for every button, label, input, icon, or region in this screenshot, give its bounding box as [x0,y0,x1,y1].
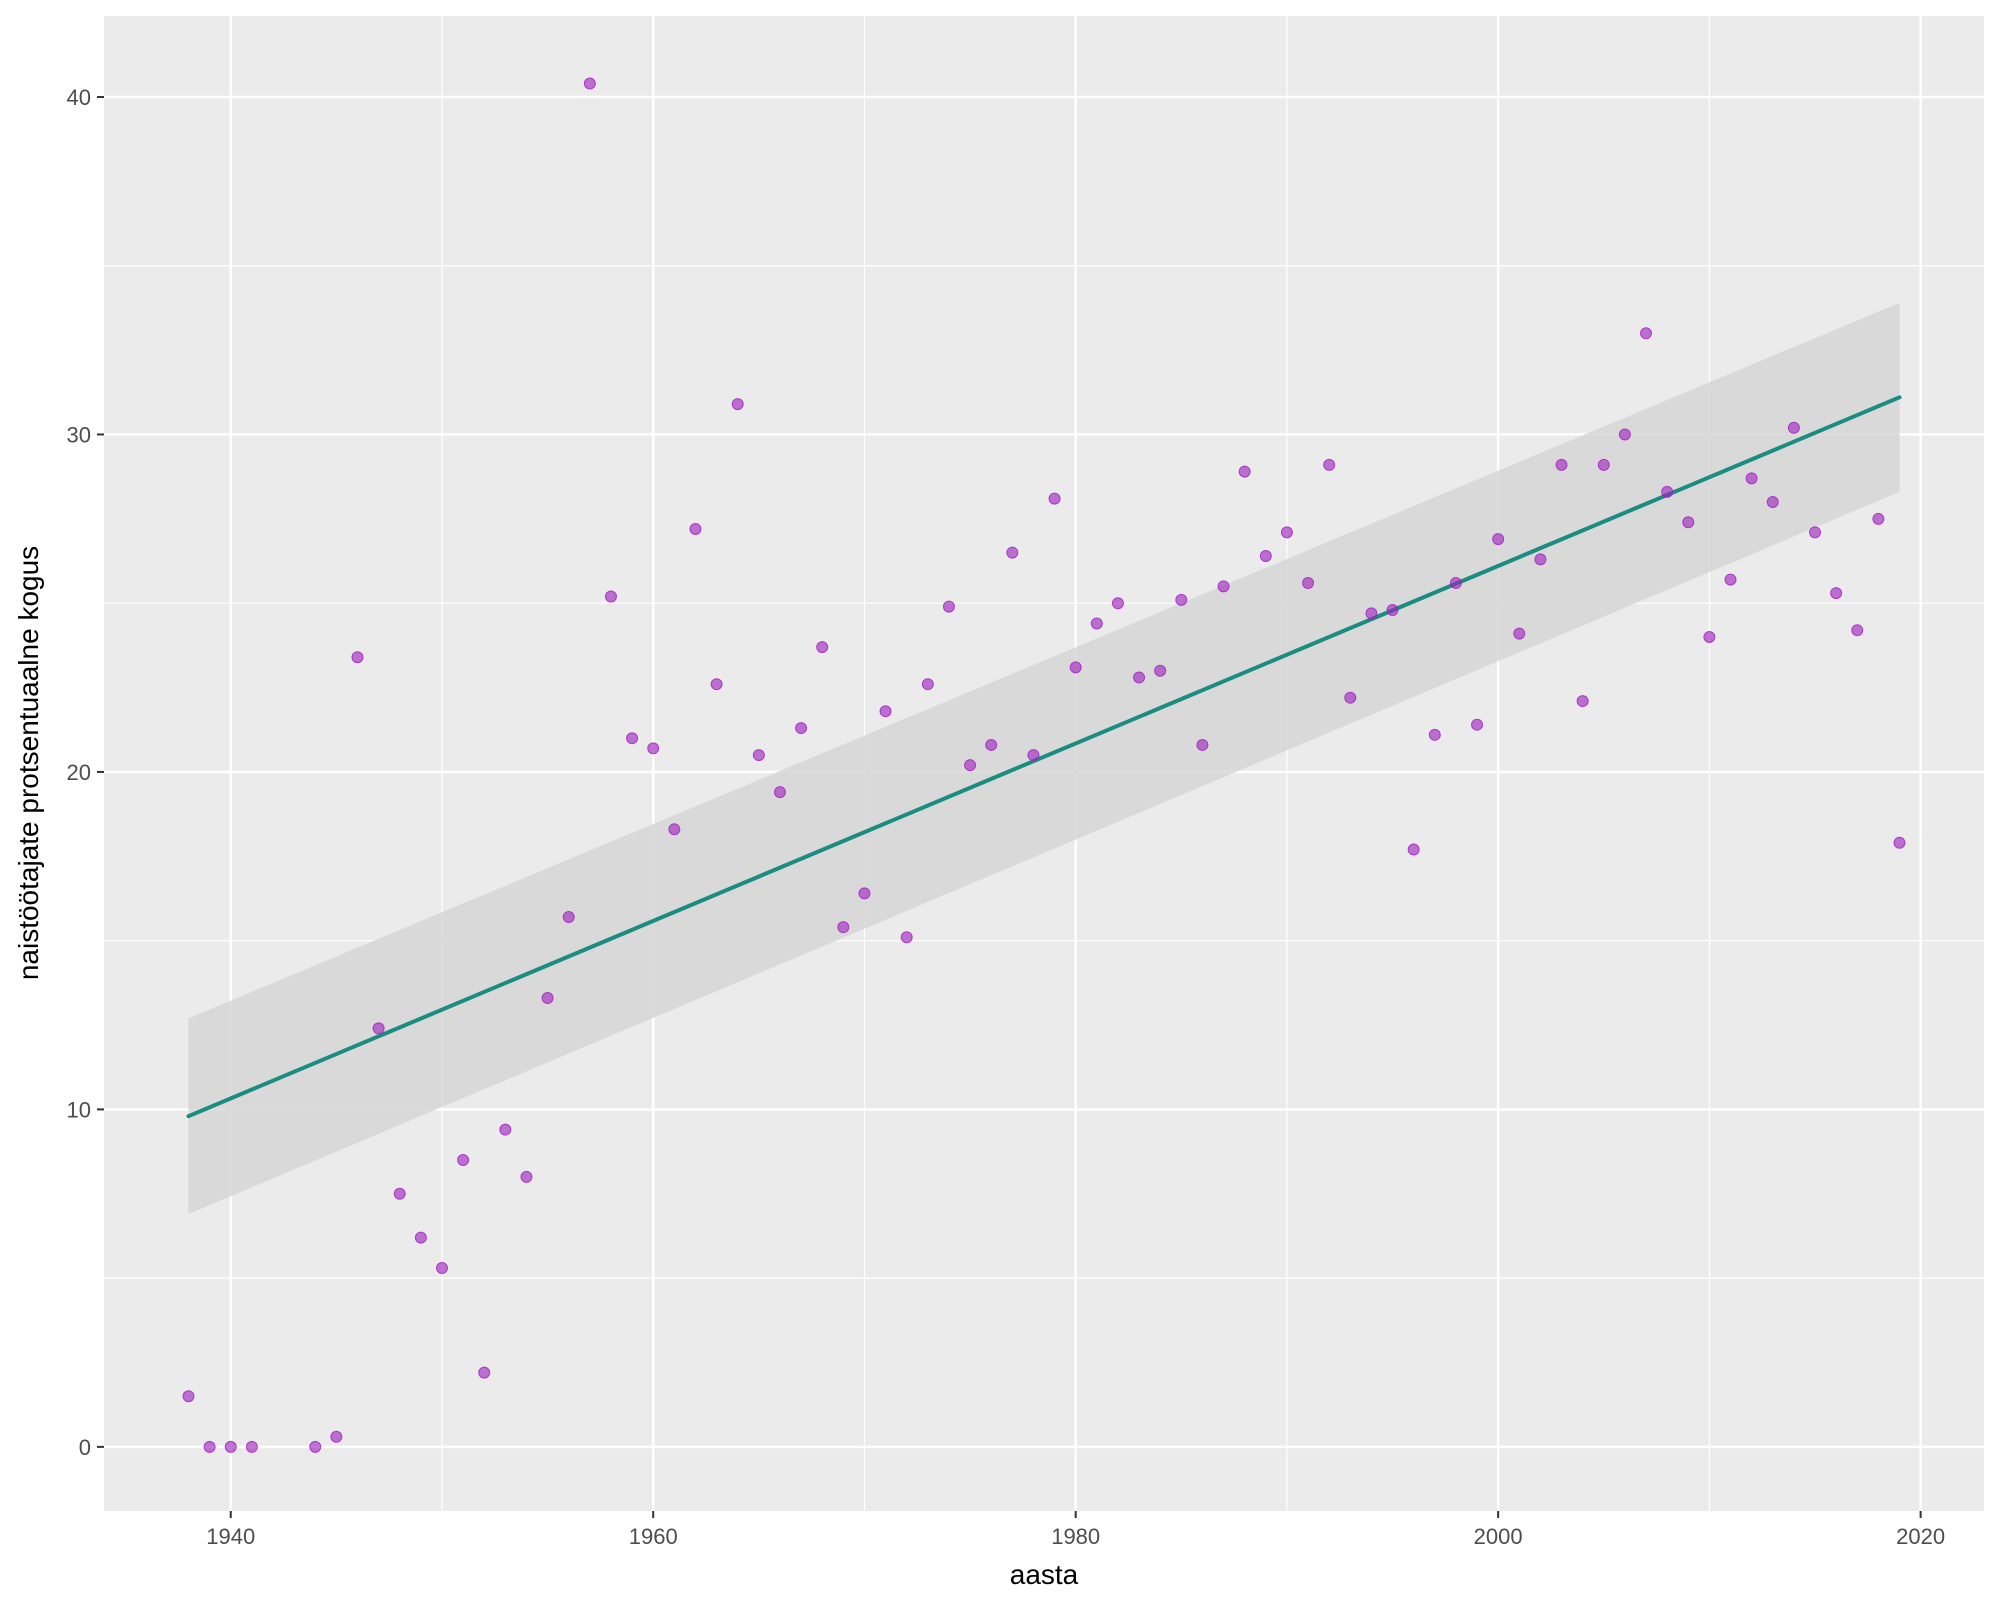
x-tick-label: 1940 [206,1524,255,1549]
data-point [1597,458,1610,471]
data-point [372,1022,385,1035]
data-point [1428,728,1441,741]
data-point [182,1390,195,1403]
data-point [1872,512,1885,525]
data-point [499,1123,512,1136]
y-axis: 0 10 20 30 40 [67,85,104,1460]
data-point [457,1154,470,1167]
data-point [1154,664,1167,677]
data-point [1724,573,1737,586]
data-point [414,1231,427,1244]
data-point [224,1440,237,1453]
data-point [1576,695,1589,708]
data-point [1280,526,1293,539]
trend-line [186,395,1902,1119]
data-point [604,590,617,603]
data-point [689,522,702,535]
y-tick-label: 10 [67,1097,91,1122]
data-point [1766,495,1779,508]
y-tick-label: 30 [67,422,91,447]
data-point [1745,472,1758,485]
data-point [900,931,913,944]
data-point [1893,836,1906,849]
data-point [1682,516,1695,529]
data-point [1133,671,1146,684]
data-point [1069,661,1082,674]
y-axis-title: naistöötajate protsentuaalne kogus [13,546,44,980]
data-point [1344,691,1357,704]
data-point [837,921,850,934]
data-point [1111,597,1124,610]
data-point [1492,533,1505,546]
data-point [647,742,660,755]
x-axis-title: aasta [1010,1559,1079,1590]
data-point [1302,576,1315,589]
data-point [668,823,681,836]
data-point [731,398,744,411]
data-point [710,678,723,691]
data-point [858,887,871,900]
data-point [1259,549,1272,562]
data-point [478,1366,491,1379]
data-point [1090,617,1103,630]
x-tick-label: 2000 [1474,1524,1523,1549]
data-point [1534,553,1547,566]
data-point [1048,492,1061,505]
data-point [1787,421,1800,434]
data-point [1830,587,1843,600]
data-point [1661,485,1674,498]
data-point [1407,843,1420,856]
data-point [1640,327,1653,340]
x-tick-label: 1960 [629,1524,678,1549]
x-tick-label: 2020 [1896,1524,1945,1549]
data-point [1703,630,1716,643]
x-tick-label: 1980 [1051,1524,1100,1549]
data-point [562,911,575,924]
data-point [583,77,596,90]
data-point [964,759,977,772]
data-point [942,600,955,613]
data-point [795,722,808,735]
data-point [1471,718,1484,731]
data-point [773,786,786,799]
data-point [1365,607,1378,620]
data-point [985,738,998,751]
data-point [393,1187,406,1200]
y-tick-label: 40 [67,85,91,110]
data-point [203,1440,216,1453]
data-point [1555,458,1568,471]
data-point [921,678,934,691]
data-point [351,651,364,664]
data-point [245,1440,258,1453]
data-point [1238,465,1251,478]
data-point [1196,738,1209,751]
y-tick-label: 0 [79,1435,91,1460]
data-point [1851,624,1864,637]
data-point [752,749,765,762]
data-point [816,641,829,654]
data-point [1513,627,1526,640]
data-points-layer [182,77,1906,1453]
data-point [1217,580,1230,593]
data-point [879,705,892,718]
data-point [1809,526,1822,539]
data-point [1006,546,1019,559]
data-point [1386,603,1399,616]
data-point [520,1170,533,1183]
data-point [330,1430,343,1443]
x-axis: 1940 1960 1980 2000 2020 [206,1511,1945,1549]
data-point [1323,458,1336,471]
data-point [1449,576,1462,589]
data-point [1618,428,1631,441]
data-point [435,1262,448,1275]
data-point [309,1440,322,1453]
trend-line-layer [186,395,1902,1119]
data-point [1027,749,1040,762]
data-point [541,992,554,1005]
data-point [1175,593,1188,606]
y-tick-label: 20 [67,760,91,785]
data-point [626,732,639,745]
